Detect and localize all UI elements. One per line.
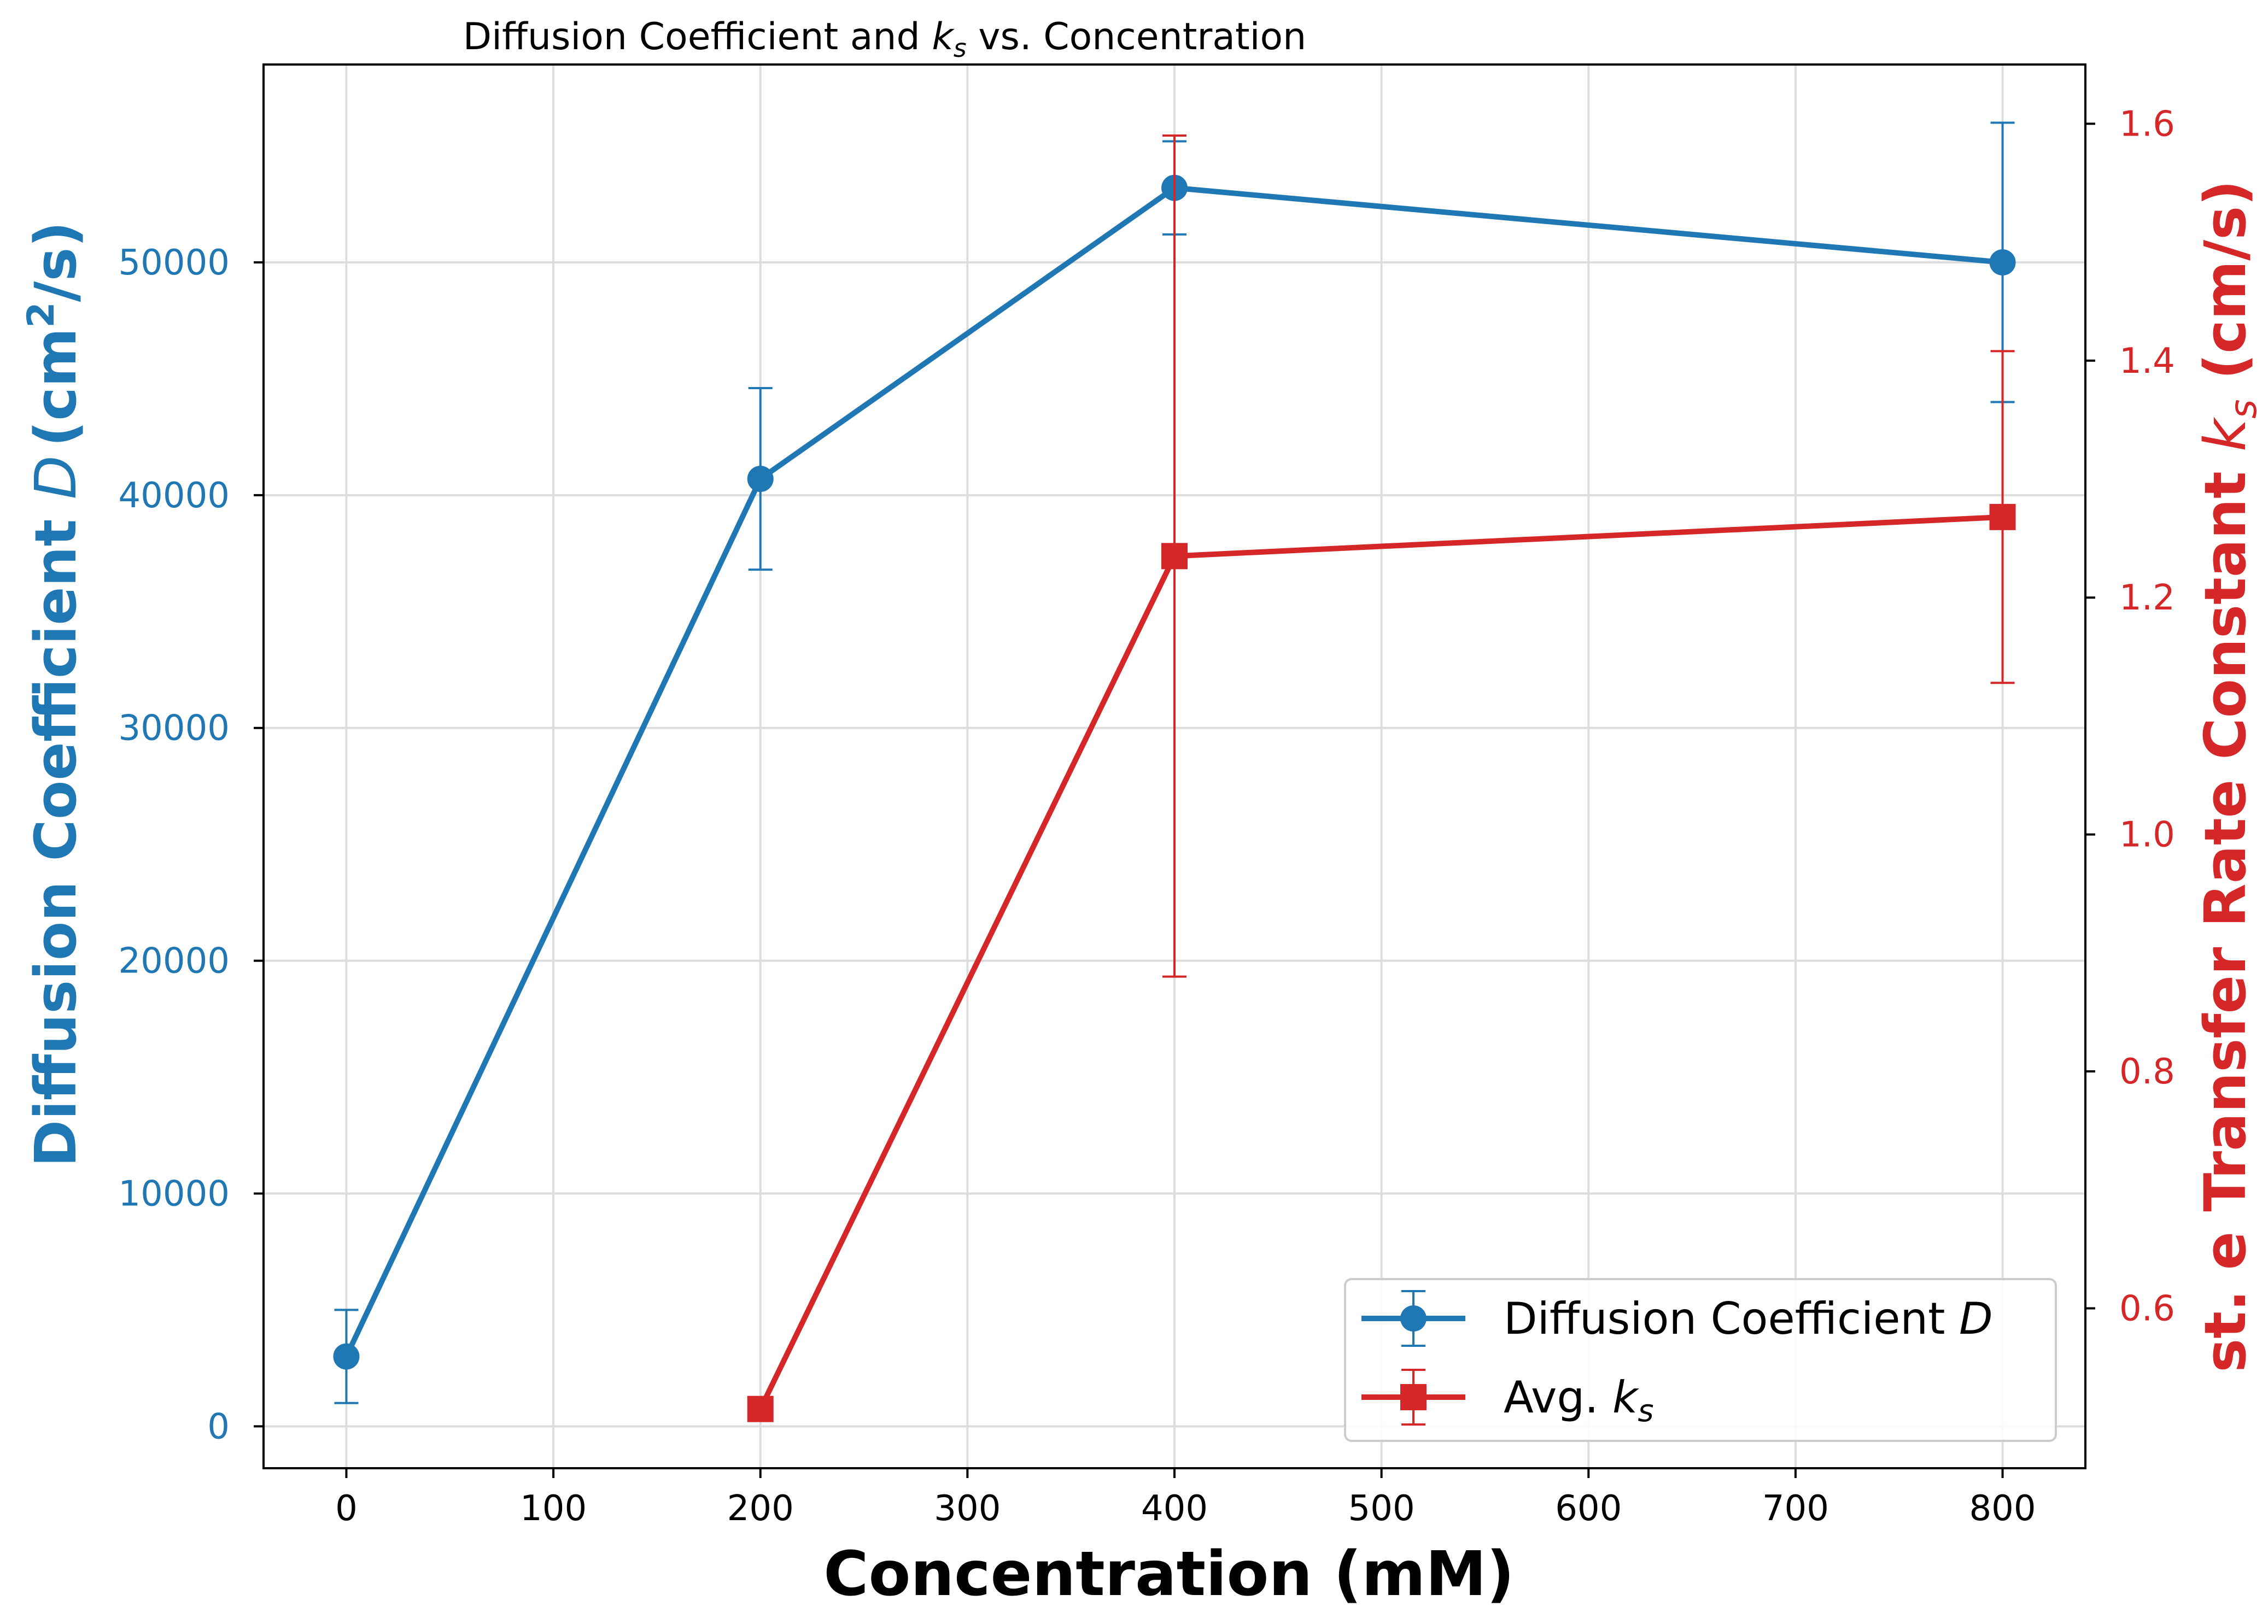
x-tick-label: 0 [335, 1488, 358, 1529]
x-tick-label: 300 [934, 1488, 1001, 1529]
right-y-tick-label: 1.2 [2119, 578, 2175, 618]
right-y-axis-label: st. e Transfer Rate Constant ks (cm/s) [2192, 180, 2265, 1372]
legend-marker-square [1400, 1384, 1427, 1410]
right-y-axis-ticks: 0.6 0.8 1.0 1.2 1.4 1.6 [2085, 104, 2175, 1329]
data-point [1161, 543, 1188, 570]
legend-label-diffusion: Diffusion Coefficient D [1504, 1293, 1993, 1344]
series-ks [747, 134, 2016, 1422]
left-y-axis-ticks: 0 10000 20000 30000 40000 50000 [118, 243, 264, 1447]
left-y-tick-label: 0 [207, 1406, 230, 1447]
right-y-tick-label: 1.4 [2119, 341, 2175, 382]
data-point [747, 1396, 774, 1422]
legend-entry-diffusion: Diffusion Coefficient D [1361, 1290, 1993, 1347]
series-layer [333, 121, 2016, 1422]
legend-frame [1344, 1278, 2057, 1442]
x-axis-ticks: 0 100 200 300 400 500 600 700 800 [335, 1468, 2036, 1529]
left-y-tick-label: 40000 [118, 476, 230, 516]
x-axis-label: Concentration (mM) [823, 1539, 1514, 1610]
left-y-tick-label: 30000 [118, 708, 230, 749]
data-point [1989, 249, 2016, 275]
left-y-tick-label: 50000 [118, 243, 230, 283]
legend-entry-ks: Avg. ks [1361, 1369, 1654, 1429]
left-y-tick-label: 20000 [118, 941, 230, 982]
x-tick-label: 800 [1969, 1488, 2036, 1529]
chart-title: Diffusion Coefficient and ks vs. Concent… [463, 15, 1306, 63]
x-tick-label: 100 [520, 1488, 587, 1529]
x-tick-label: 200 [727, 1488, 794, 1529]
left-y-axis-label: Diffusion Coefficient D(cm2/s) [20, 221, 89, 1167]
data-point [333, 1343, 360, 1370]
right-y-tick-label: 1.0 [2119, 815, 2175, 855]
data-point [1989, 503, 2016, 530]
x-tick-label: 400 [1141, 1488, 1208, 1529]
data-point [747, 466, 774, 493]
right-y-tick-label: 1.6 [2119, 104, 2175, 144]
legend: Diffusion Coefficient D Avg. ks [1344, 1278, 2057, 1442]
left-y-tick-label: 10000 [118, 1174, 230, 1214]
x-tick-label: 500 [1348, 1488, 1415, 1529]
right-y-tick-label: 0.6 [2119, 1288, 2175, 1329]
right-y-tick-label: 0.8 [2119, 1052, 2175, 1092]
series-line [343, 185, 2003, 1358]
legend-label-ks: Avg. ks [1504, 1372, 1654, 1429]
x-tick-label: 600 [1555, 1488, 1622, 1529]
x-tick-label: 700 [1762, 1488, 1829, 1529]
legend-marker-circle [1400, 1305, 1427, 1332]
